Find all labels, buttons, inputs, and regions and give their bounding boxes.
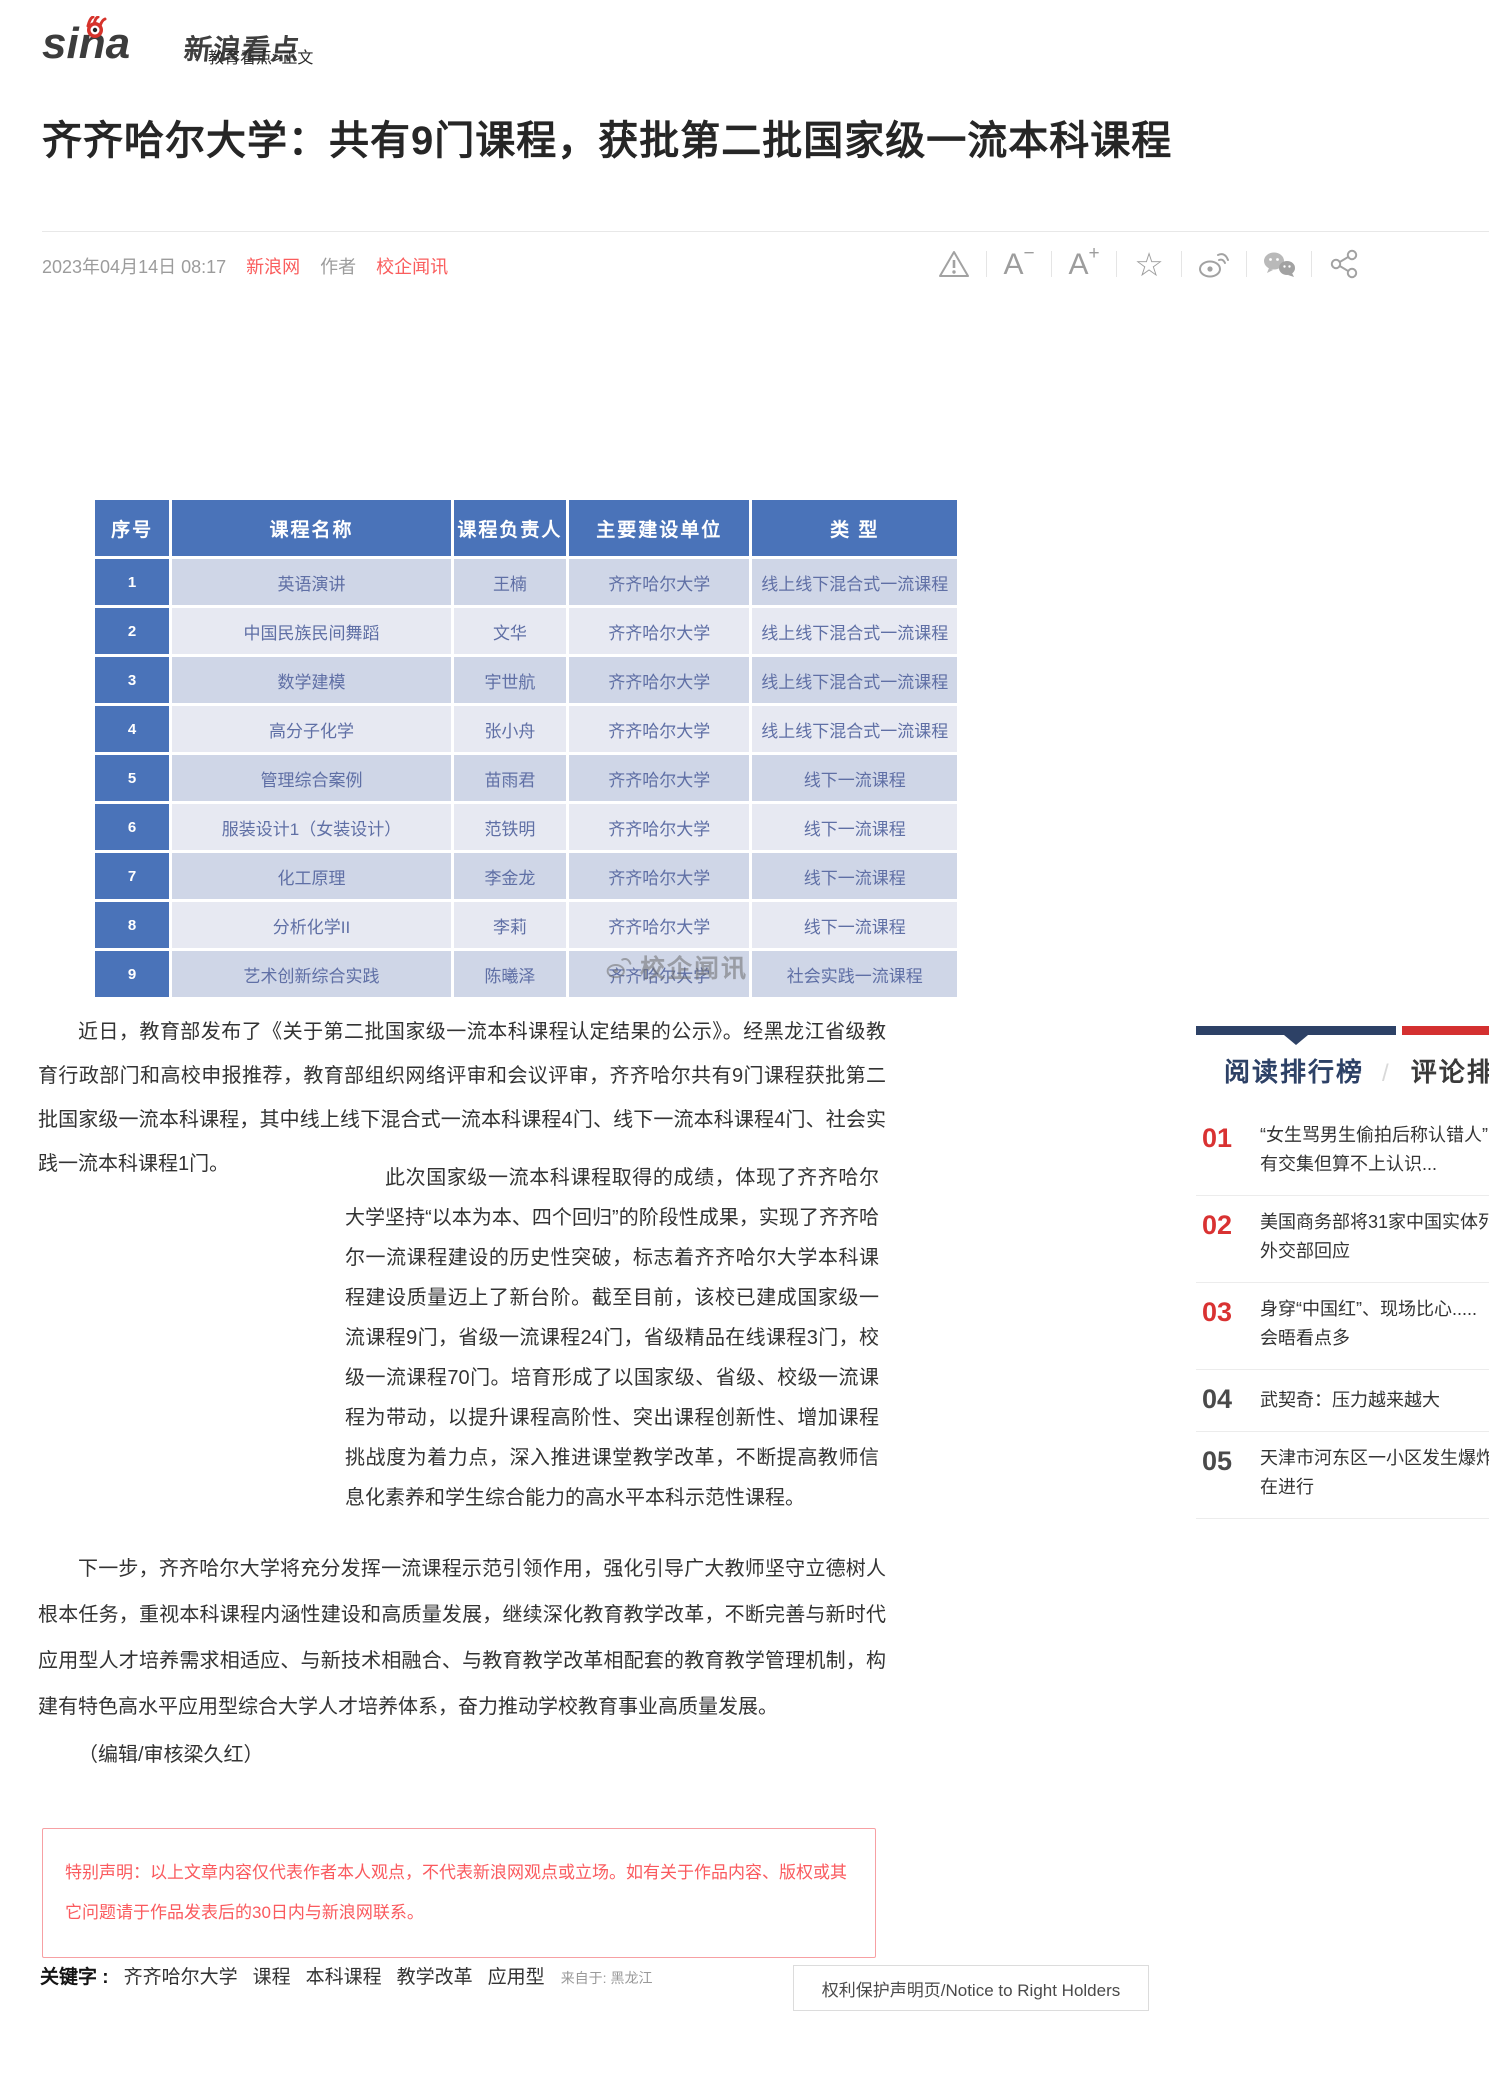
ranking-sidebar: 阅读排行榜 / 评论排行榜 01 “女生骂男生偷拍后称认错人”有交集但算不上认识… — [1196, 1026, 1489, 1519]
keyword-tag[interactable]: 本科课程 — [305, 1967, 382, 1988]
toolbar-divider — [1051, 251, 1052, 277]
col-header: 主要建设单位 — [569, 500, 750, 556]
toolbar-divider — [1181, 251, 1182, 277]
ranking-item[interactable]: 02 美国商务部将31家中国实体列入 外交部回应 — [1196, 1196, 1489, 1283]
table-header-row: 序号 课程名称 课程负责人 主要建设单位 类 型 — [95, 500, 957, 556]
ranking-list: 01 “女生骂男生偷拍后称认错人” 有交集但算不上认识... 02 美国商务部将3… — [1196, 1109, 1489, 1519]
report-icon[interactable] — [922, 248, 986, 280]
table-row: 4 高分子化学 张小舟 齐齐哈尔大学 线上线下混合式一流课程 — [95, 706, 957, 752]
publish-date: 2023年04月14日 08:17 — [42, 257, 227, 277]
tab-separator: / — [1382, 1060, 1389, 1087]
svg-text:sina: sina — [42, 19, 130, 66]
favorite-star-icon[interactable]: ☆ — [1134, 245, 1164, 283]
keyword-tag[interactable]: 应用型 — [487, 1967, 545, 1988]
source-region: 来自于: 黑龙江 — [560, 1970, 653, 1986]
article-meta: 2023年04月14日 08:17 新浪网 作者 校企闻讯 — [42, 253, 448, 279]
header-divider — [42, 231, 1489, 232]
course-table: 序号 课程名称 课程负责人 主要建设单位 类 型 1 英语演讲 王楠 齐齐哈尔大学 线上… — [92, 497, 960, 1000]
col-header: 类 型 — [752, 500, 957, 556]
disclaimer-box: 特别声明：以上文章内容仅代表作者本人观点，不代表新浪网观点或立场。如有关于作品内… — [42, 1828, 876, 1958]
course-table-image: 序号 课程名称 课程负责人 主要建设单位 类 型 1 英语演讲 王楠 齐齐哈尔大学 线上… — [92, 497, 960, 1000]
sina-logo-icon: sina — [42, 15, 180, 71]
tab-comment-ranking[interactable]: 评论排行榜 — [1410, 1057, 1489, 1087]
font-decrease-icon[interactable]: A− — [1003, 243, 1035, 281]
rank-number: 04 — [1202, 1384, 1233, 1414]
table-row: 9 艺术创新综合实践 陈曦泽 齐齐哈尔大学 社会实践一流课程 — [95, 951, 957, 997]
paragraph-1: 近日，教育部发布了《关于第二批国家级一流本科课程认定结果的公示》。经黑龙江省级教… — [38, 1021, 886, 1175]
table-row: 1 英语演讲 王楠 齐齐哈尔大学 线上线下混合式一流课程 — [95, 559, 957, 605]
rights-protection-button[interactable]: 权利保护声明页/Notice to Right Holders — [793, 1965, 1149, 2011]
watermark: 校企闻讯 — [604, 949, 748, 985]
article-toolbar: A− A+ ☆ — [922, 242, 1376, 286]
comment-tab-bar — [1402, 1026, 1489, 1035]
table-row: 5 管理综合案例 苗雨君 齐齐哈尔大学 线下一流课程 — [95, 755, 957, 801]
editor-note: （编辑/审核梁久红） — [78, 1744, 264, 1766]
toolbar-divider — [1311, 251, 1312, 277]
col-header: 课程负责人 — [453, 500, 567, 556]
table-row: 3 数学建模 宇世航 齐齐哈尔大学 线上线下混合式一流课程 — [95, 657, 957, 703]
sidebar-tab-bars — [1196, 1026, 1489, 1048]
toolbar-divider — [1246, 251, 1247, 277]
page-title: 齐齐哈尔大学：共有9门课程，获批第二批国家级一流本科课程 — [42, 119, 1173, 163]
breadcrumb[interactable]: 教育看点>正文 — [208, 50, 314, 67]
table-row: 2 中国民族民间舞蹈 文华 齐齐哈尔大学 线上线下混合式一流课程 — [95, 608, 957, 654]
table-row: 8 分析化学II 李莉 齐齐哈尔大学 线下一流课程 — [95, 902, 957, 948]
col-header: 序号 — [95, 500, 170, 556]
ranking-item[interactable]: 04 武契奇：压力越来越大 — [1196, 1370, 1489, 1432]
paragraph-2: 此次国家级一流本科课程取得的成绩，体现了齐齐哈尔大学坚持“以本为本、四个回归”的… — [345, 1167, 879, 1509]
ranking-item[interactable]: 05 天津市河东区一小区发生爆炸， 在进行 — [1196, 1432, 1489, 1519]
paragraph-3: 下一步，齐齐哈尔大学将充分发挥一流课程示范引领作用，强化引导广大教师坚守立德树人… — [38, 1558, 886, 1718]
keywords-label: 关键字 : — [40, 1967, 109, 1988]
toolbar-divider — [1116, 251, 1117, 277]
sina-logo[interactable]: sina 新浪看点 — [42, 15, 302, 71]
toolbar-divider — [986, 251, 987, 277]
keywords-row: 关键字 : 齐齐哈尔大学 课程 本科课程 教学改革 应用型 来自于: 黑龙江 — [40, 1962, 652, 1989]
rank-number: 03 — [1202, 1297, 1233, 1327]
rank-number: 01 — [1202, 1123, 1233, 1153]
read-tab-bar — [1196, 1026, 1396, 1035]
ranking-item[interactable]: 03 身穿“中国红”、现场比心..... 会晤看点多 — [1196, 1283, 1489, 1370]
author-label: 作者 — [320, 257, 357, 277]
watermark-text: 校企闻讯 — [640, 955, 749, 983]
keyword-tag[interactable]: 教学改革 — [396, 1967, 473, 1988]
sidebar-tabs: 阅读排行榜 / 评论排行榜 — [1224, 1052, 1489, 1089]
col-header: 课程名称 — [172, 500, 451, 556]
rank-number: 05 — [1202, 1446, 1233, 1476]
weibo-share-icon[interactable] — [1182, 248, 1246, 280]
ranking-item[interactable]: 01 “女生骂男生偷拍后称认错人” 有交集但算不上认识... — [1196, 1109, 1489, 1196]
font-increase-icon[interactable]: A+ — [1068, 243, 1100, 281]
author-link[interactable]: 校企闻讯 — [376, 257, 449, 277]
weibo-watermark-icon — [606, 958, 632, 979]
active-tab-pointer-icon — [1284, 1035, 1308, 1045]
share-icon[interactable] — [1312, 248, 1376, 280]
keyword-tag[interactable]: 齐齐哈尔大学 — [123, 1967, 238, 1988]
source-link[interactable]: 新浪网 — [246, 257, 301, 277]
table-row: 6 服装设计1（女装设计） 范铁明 齐齐哈尔大学 线下一流课程 — [95, 804, 957, 850]
rank-number: 02 — [1202, 1210, 1233, 1240]
keyword-tag[interactable]: 课程 — [252, 1967, 291, 1988]
wechat-share-icon[interactable] — [1247, 249, 1311, 279]
tab-read-ranking[interactable]: 阅读排行榜 — [1224, 1057, 1365, 1087]
table-row: 7 化工原理 李金龙 齐齐哈尔大学 线下一流课程 — [95, 853, 957, 899]
